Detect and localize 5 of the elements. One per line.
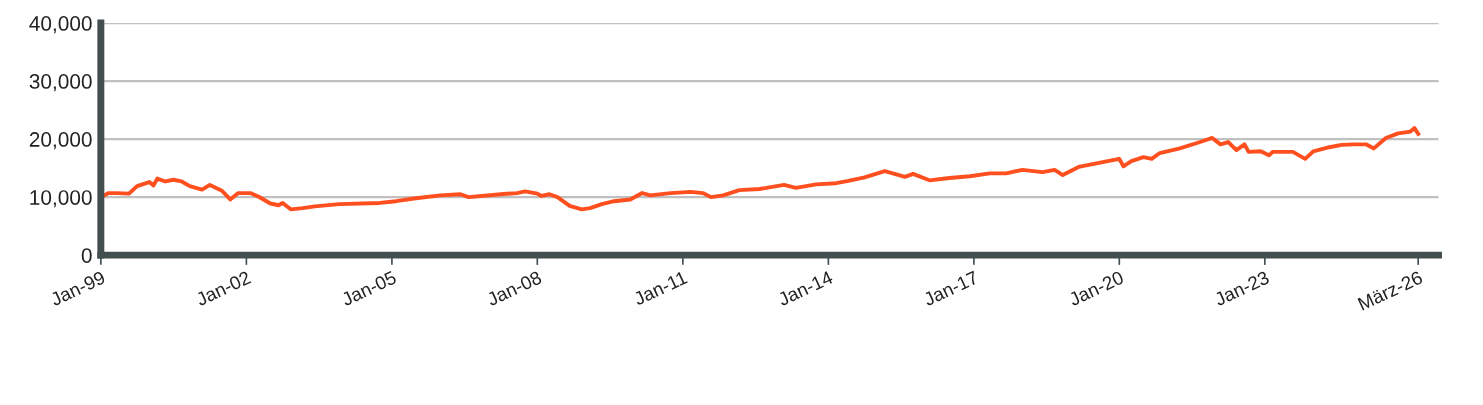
y-tick-label: 30,000 xyxy=(29,74,92,92)
y-tick-label: 0 xyxy=(81,248,92,263)
y-tick-label: 20,000 xyxy=(29,132,92,150)
y-tick-label: 40,000 xyxy=(29,16,92,34)
y-tick-label: 10,000 xyxy=(30,190,92,208)
